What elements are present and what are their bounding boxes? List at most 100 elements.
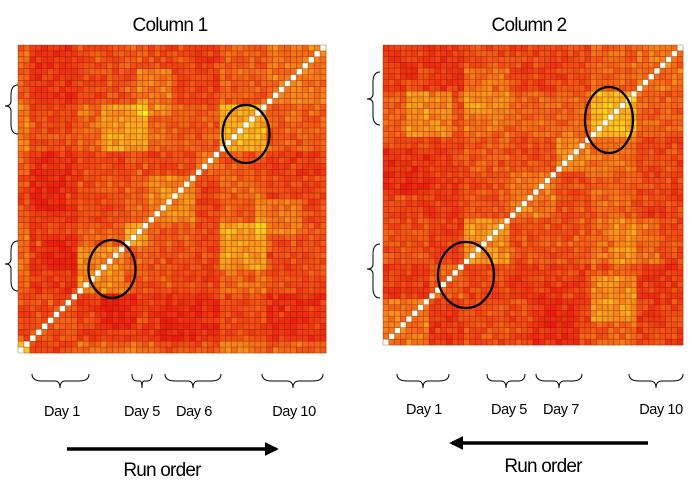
heatmap-cell: [260, 347, 268, 354]
heatmap-cell: [195, 258, 202, 265]
heatmap-cell: [154, 335, 161, 342]
heatmap-cell: [207, 175, 214, 182]
heatmap-cell: [521, 264, 528, 271]
heatmap-cell: [106, 80, 114, 87]
heatmap-cell: [219, 151, 226, 158]
heatmap-cell: [41, 264, 48, 271]
heatmap-cell: [314, 175, 321, 182]
heatmap-cell: [573, 177, 580, 184]
heatmap-cell: [406, 50, 413, 57]
heatmap-cell: [429, 183, 436, 190]
heatmap-cell: [515, 200, 522, 207]
heatmap-cell: [249, 347, 256, 354]
heatmap-cell: [302, 246, 309, 253]
heatmap-cell: [296, 311, 303, 318]
heatmap-cell: [89, 56, 96, 64]
heatmap-cell: [154, 240, 161, 247]
heatmap-cell: [486, 62, 493, 69]
heatmap-cell: [130, 151, 137, 158]
heatmap-cell: [71, 222, 78, 229]
heatmap-cell: [504, 166, 511, 173]
heatmap-cell: [18, 252, 25, 259]
heatmap-cell: [458, 114, 465, 121]
heatmap-cell: [254, 169, 262, 176]
heatmap-cell: [556, 137, 563, 144]
heatmap-cell: [636, 195, 643, 202]
heatmap-cell: [148, 305, 155, 312]
heatmap-cell: [243, 264, 250, 271]
heatmap-cell: [584, 235, 591, 242]
heatmap-cell: [544, 79, 551, 86]
heatmap-cell: [492, 120, 499, 127]
heatmap-cell: [573, 96, 580, 103]
heatmap-cell: [642, 148, 649, 155]
day-label-1-a: Day 1: [44, 404, 80, 420]
heatmap-cell: [400, 171, 407, 178]
heatmap-cell: [47, 127, 54, 135]
heatmap-cell: [515, 177, 522, 184]
heatmap-cell: [18, 311, 25, 318]
heatmap-cell: [665, 91, 672, 98]
heatmap-cell: [481, 85, 488, 92]
heatmap-cell: [35, 45, 42, 52]
heatmap-cell: [533, 79, 540, 86]
heatmap-cell: [296, 104, 303, 111]
heatmap-cell: [231, 276, 238, 283]
heatmap-cell: [65, 246, 72, 253]
heatmap-cell: [260, 62, 268, 69]
heatmap-cell: [154, 216, 161, 223]
heatmap-cell: [596, 102, 603, 109]
heatmap-cell: [613, 91, 620, 98]
heatmap-cell: [423, 85, 430, 92]
heatmap-cell: [225, 335, 232, 342]
heatmap-cell: [458, 143, 465, 150]
heatmap-cell: [619, 264, 626, 271]
heatmap-cell: [53, 323, 60, 330]
heatmap-cell: [308, 234, 315, 241]
heatmap-cell: [183, 122, 191, 129]
heatmap-cell: [509, 68, 516, 75]
heatmap-cell: [458, 56, 465, 63]
heatmap-cell: [671, 125, 678, 132]
heatmap-cell: [636, 223, 643, 230]
heatmap-cell: [130, 98, 137, 105]
heatmap-cell: [677, 148, 684, 155]
heatmap-cell: [29, 45, 37, 52]
heatmap-cell: [406, 45, 413, 52]
heatmap-cell: [23, 68, 31, 75]
heatmap-cell: [452, 281, 459, 288]
heatmap-cell: [665, 275, 672, 282]
heatmap-cell: [561, 96, 568, 103]
heatmap-cell: [189, 56, 196, 64]
heatmap-cell: [631, 120, 638, 127]
heatmap-cell: [29, 222, 37, 229]
heatmap-cell: [677, 96, 684, 103]
heatmap-cell: [573, 45, 580, 52]
heatmap-cell: [213, 187, 220, 194]
heatmap-cell: [515, 125, 522, 132]
heatmap-cell: [383, 235, 390, 242]
diagonal-cell: [584, 137, 591, 144]
heatmap-cell: [406, 171, 413, 178]
heatmap-cell: [53, 169, 60, 176]
heatmap-cell: [243, 163, 250, 170]
heatmap-cell: [195, 175, 202, 182]
heatmap-cell: [272, 276, 279, 283]
heatmap-cell: [406, 275, 413, 282]
heatmap-cell: [47, 287, 54, 295]
heatmap-cell: [177, 50, 185, 58]
heatmap-cell: [219, 234, 226, 241]
heatmap-cell: [183, 210, 191, 218]
heatmap-cell: [567, 258, 574, 265]
heatmap-cell: [527, 148, 534, 155]
heatmap-cell: [475, 195, 482, 202]
heatmap-cell: [411, 56, 418, 63]
heatmap-cell: [272, 145, 279, 152]
heatmap-cell: [515, 195, 522, 202]
heatmap-cell: [452, 154, 459, 161]
heatmap-cell: [619, 85, 626, 92]
heatmap-cell: [142, 116, 149, 123]
heatmap-cell: [284, 264, 291, 271]
heatmap-cell: [631, 212, 638, 219]
heatmap-cell: [89, 80, 96, 87]
